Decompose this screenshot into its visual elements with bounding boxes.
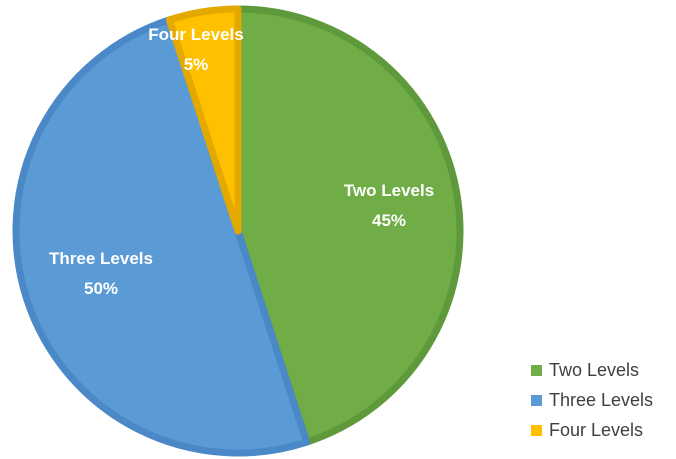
legend-item-two-levels[interactable]: Two Levels	[531, 355, 653, 385]
legend-swatch-two-levels	[531, 364, 542, 376]
pie-labels: Two Levels 45% Three Levels 50% Four Levels 5…	[49, 25, 434, 298]
data-label-four-levels: Four Levels 5%	[148, 25, 243, 74]
pie-slice-three-levels[interactable]	[12, 16, 311, 457]
legend-label-four-levels: Four Levels	[549, 420, 644, 440]
legend-label-three-levels: Three Levels	[549, 390, 654, 410]
legend-label-two-levels: Two Levels	[549, 360, 640, 380]
legend-swatch-four-levels	[531, 424, 542, 436]
legend-item-four-levels[interactable]: Four Levels	[531, 415, 653, 445]
legend-item-three-levels[interactable]: Three Levels	[531, 385, 653, 415]
legend: Two Levels Three Levels Four Levels	[531, 355, 653, 445]
data-label-two-levels: Two Levels 45%	[344, 181, 434, 230]
pie-slice-two-levels[interactable]	[234, 5, 464, 446]
pie-slice-four-levels[interactable]	[165, 5, 242, 235]
data-label-three-levels: Three Levels 50%	[49, 249, 153, 298]
legend-swatch-three-levels	[531, 394, 542, 406]
pie-slices	[12, 5, 464, 457]
